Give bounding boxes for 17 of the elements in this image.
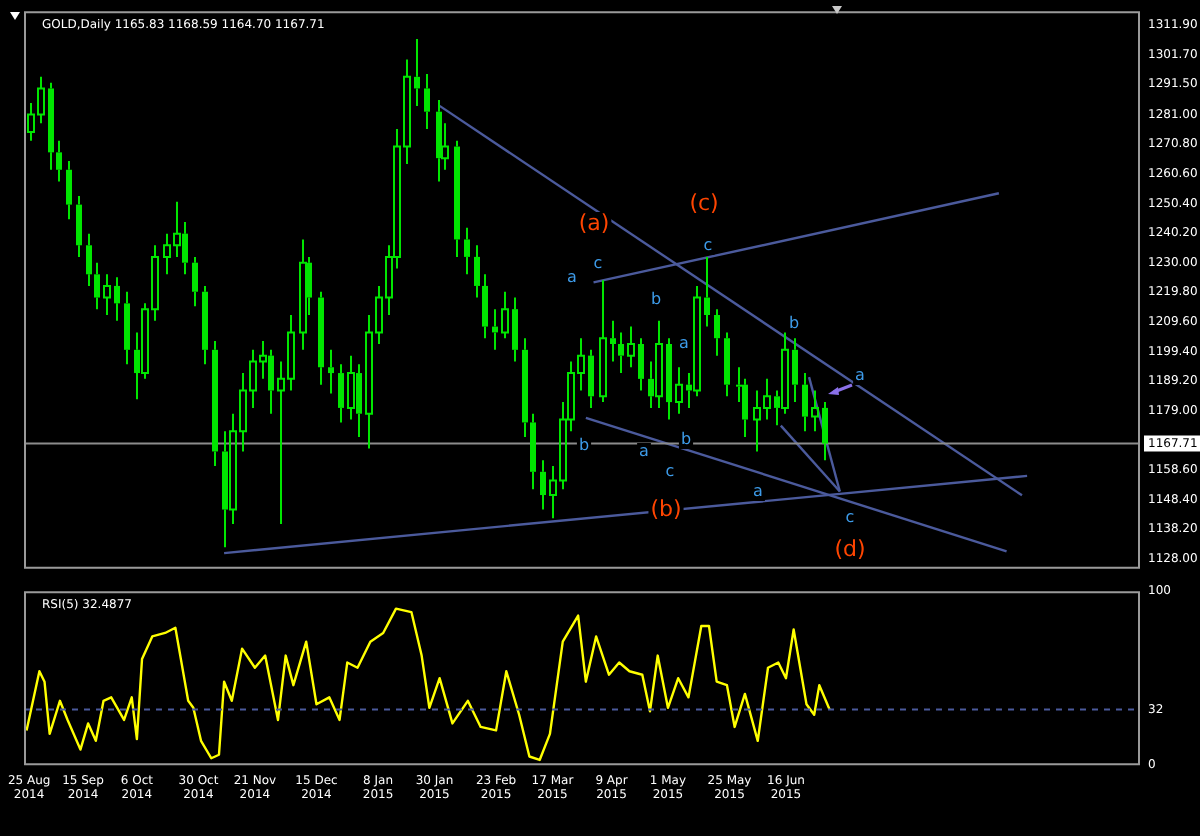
annotation: a (855, 366, 866, 385)
annotation: (d) (834, 535, 866, 562)
annotation: a (753, 482, 764, 501)
annotation: (a) (578, 209, 610, 236)
annotation: b (680, 430, 692, 449)
annotation: a (639, 442, 650, 461)
annotation: (b) (650, 495, 682, 522)
annotation: c (845, 508, 855, 527)
annotation: a (679, 334, 690, 353)
annotation: b (788, 314, 800, 333)
annotation: c (703, 236, 713, 255)
annotation: b (578, 436, 590, 455)
annotation: a (567, 268, 578, 287)
annotation: c (593, 254, 603, 273)
annotation: (c) (689, 189, 719, 216)
annotation: b (650, 290, 662, 309)
annotation: c (665, 462, 675, 481)
